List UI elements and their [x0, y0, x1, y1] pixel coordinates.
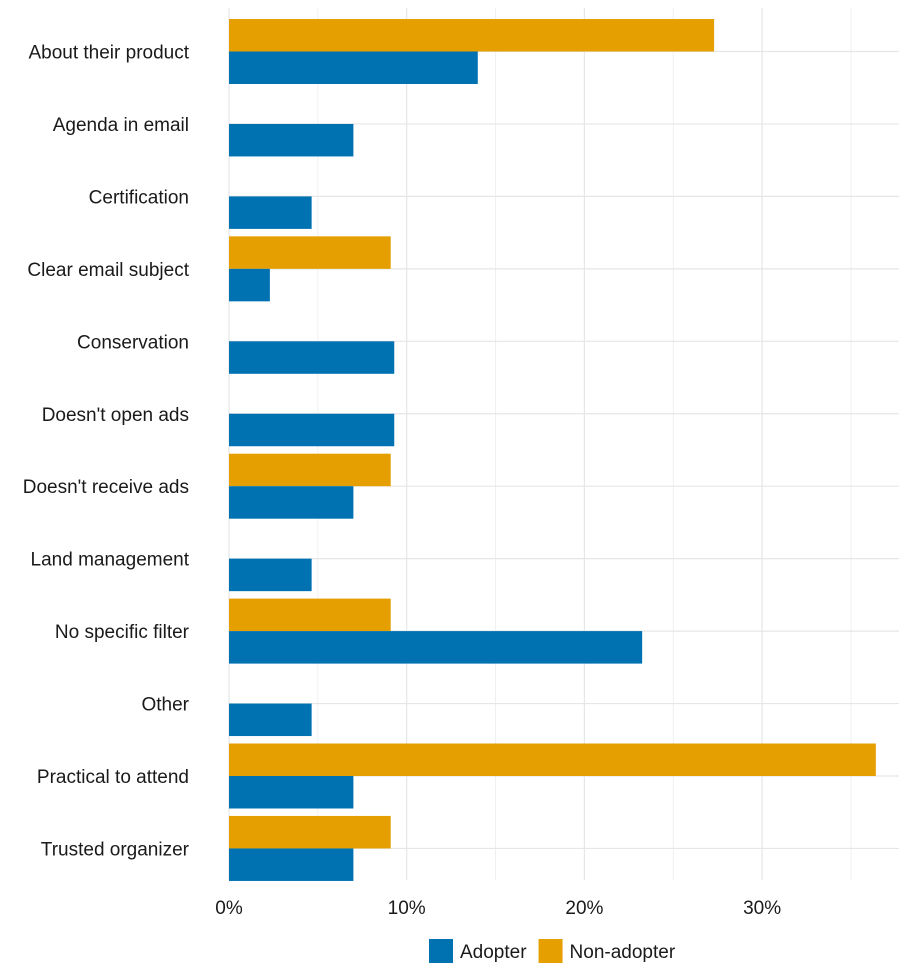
category-label: Trusted organizer	[41, 839, 190, 860]
legend-key	[429, 939, 453, 963]
category-label: Other	[141, 695, 189, 716]
bar-adopter	[229, 341, 395, 374]
bar-non-adopter	[229, 19, 715, 52]
category-label: Certification	[89, 187, 189, 208]
category-label: Agenda in email	[53, 115, 189, 136]
bar-adopter	[229, 268, 270, 302]
bar-adopter	[229, 558, 312, 592]
legend-label: Adopter	[460, 942, 527, 963]
bar-adopter	[229, 51, 478, 84]
category-label: Clear email subject	[27, 260, 189, 281]
legend: Adopter Non-adopter	[429, 939, 676, 963]
bar-adopter	[229, 776, 354, 809]
bar-adopter	[229, 486, 354, 519]
bar-adopter	[229, 196, 312, 229]
category-label: About their product	[28, 43, 189, 64]
category-label: No specific filter	[55, 622, 190, 643]
bar-adopter	[229, 703, 312, 737]
bar-adopter	[229, 848, 354, 881]
bar-non-adopter	[229, 236, 391, 269]
bar-non-adopter	[229, 743, 876, 776]
category-label: Land management	[31, 550, 190, 571]
x-tick-label: 10%	[388, 898, 426, 919]
category-label: Practical to attend	[37, 767, 189, 788]
x-tick-label: 20%	[565, 898, 603, 919]
x-tick-label: 30%	[743, 898, 781, 919]
bar-non-adopter	[229, 453, 391, 487]
category-label: Doesn't open ads	[42, 405, 189, 426]
category-label: Doesn't receive ads	[23, 477, 189, 498]
category-label: Conservation	[77, 332, 189, 353]
x-axis-ticks: 0% 10% 20% 30%	[215, 898, 781, 919]
bar-adopter	[229, 123, 354, 157]
bar-adopter	[229, 631, 643, 664]
x-tick-label: 0%	[215, 898, 243, 919]
legend-key	[538, 939, 563, 963]
bar-non-adopter	[229, 598, 391, 632]
bars	[229, 19, 876, 881]
bar-non-adopter	[229, 815, 391, 849]
bar-adopter	[229, 413, 395, 447]
category-labels: About their product Agenda in email Certif…	[23, 43, 190, 861]
legend-label: Non-adopter	[570, 942, 676, 963]
